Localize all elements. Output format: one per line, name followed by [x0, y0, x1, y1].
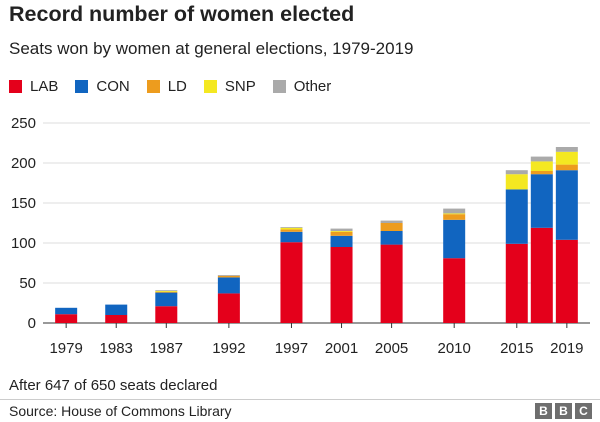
- bar-2010-snp: [443, 213, 466, 215]
- bar-1997-con: [280, 231, 303, 243]
- bar-2017-con: [530, 174, 553, 228]
- bar-2001-snp: [330, 231, 353, 232]
- legend-swatch-other: [272, 80, 286, 93]
- legend: LAB CON LD SNP Other: [9, 78, 348, 95]
- bar-2001-lab: [330, 247, 353, 323]
- x-tick-label-2015: 2015: [500, 340, 533, 357]
- legend-item-con: CON: [75, 78, 130, 95]
- source-line: Source: House of Commons Library: [9, 403, 232, 419]
- bar-1997-snp: [280, 227, 303, 230]
- legend-item-snp: SNP: [203, 78, 256, 95]
- bar-2017-ld: [530, 171, 553, 175]
- bar-2010-ld: [443, 214, 466, 220]
- bar-1997-ld: [280, 229, 303, 232]
- x-tick-label-1983: 1983: [100, 340, 133, 357]
- bar-1979-con: [55, 307, 78, 315]
- x-tick-label-2005: 2005: [375, 340, 408, 357]
- legend-label-con: CON: [96, 78, 130, 95]
- legend-swatch-lab: [9, 80, 22, 93]
- legend-label-lab: LAB: [30, 78, 59, 95]
- bar-2005-ld: [380, 223, 403, 231]
- bar-1992-lab: [217, 293, 240, 323]
- chart-title: Record number of women elected: [9, 2, 355, 26]
- y-tick-label-100: 100: [11, 235, 36, 252]
- logo-letter-b1: B: [535, 403, 552, 419]
- x-tick-label-2019: 2019: [550, 340, 583, 357]
- x-tick-label-1992: 1992: [212, 340, 245, 357]
- bar-1987-snp: [155, 291, 178, 292]
- logo-letter-b2: B: [555, 403, 572, 419]
- bar-2019-snp: [555, 151, 578, 165]
- x-tick-label-1979: 1979: [49, 340, 82, 357]
- bar-2001-ld: [330, 231, 353, 236]
- legend-swatch-ld: [146, 80, 160, 93]
- bar-1987-lab: [155, 306, 178, 323]
- bar-2010-other: [443, 208, 466, 214]
- y-tick-label-200: 200: [11, 155, 36, 172]
- bar-2015-snp: [505, 174, 528, 190]
- legend-swatch-snp: [203, 80, 217, 93]
- bar-1997-lab: [280, 242, 303, 323]
- x-tick-label-1997: 1997: [275, 340, 308, 357]
- footer-divider: [0, 399, 600, 400]
- bar-2015-other: [505, 170, 528, 175]
- x-tick-label-2010: 2010: [438, 340, 471, 357]
- legend-swatch-con: [75, 80, 89, 93]
- bar-1983-con: [105, 304, 128, 315]
- bar-1983-lab: [105, 315, 128, 323]
- legend-item-other: Other: [272, 78, 332, 95]
- y-tick-label-0: 0: [28, 315, 36, 332]
- bar-2017-snp: [530, 161, 553, 171]
- bar-2010-lab: [443, 258, 466, 323]
- bar-2019-ld: [555, 164, 578, 171]
- bar-2019-lab: [555, 239, 578, 323]
- bar-1992-con: [217, 277, 240, 294]
- footnote: After 647 of 650 seats declared: [9, 377, 218, 394]
- bar-2001-con: [330, 235, 353, 247]
- x-tick-label-1987: 1987: [150, 340, 183, 357]
- bar-1987-con: [155, 292, 178, 307]
- bar-2015-con: [505, 189, 528, 244]
- bar-1979-lab: [55, 314, 78, 323]
- bar-2010-con: [443, 219, 466, 259]
- bar-2017-lab: [530, 227, 553, 323]
- y-tick-label-150: 150: [11, 195, 36, 212]
- y-tick-label-50: 50: [19, 275, 36, 292]
- bbc-logo: B B C: [532, 403, 592, 419]
- logo-letter-c: C: [575, 403, 592, 419]
- bar-2019-con: [555, 170, 578, 240]
- bar-2005-con: [380, 231, 403, 245]
- bar-2001-other: [330, 228, 353, 231]
- bar-2005-lab: [380, 244, 403, 323]
- x-tick-label-2001: 2001: [325, 340, 358, 357]
- bar-2017-other: [530, 156, 553, 162]
- bar-2005-other: [380, 220, 403, 223]
- legend-label-snp: SNP: [224, 78, 256, 95]
- bar-1987-ld: [155, 291, 178, 293]
- legend-item-ld: LD: [146, 78, 187, 95]
- chart-subtitle: Seats won by women at general elections,…: [9, 39, 414, 58]
- legend-label-ld: LD: [167, 78, 187, 95]
- bar-1992-ld: [217, 275, 240, 278]
- bar-2019-other: [555, 147, 578, 152]
- legend-item-lab: LAB: [9, 78, 58, 95]
- bar-1987-other: [155, 290, 178, 291]
- y-tick-label-250: 250: [11, 115, 36, 132]
- bar-1997-other: [280, 227, 303, 228]
- legend-label-other: Other: [293, 78, 332, 95]
- bar-1992-other: [217, 275, 240, 276]
- bar-2015-lab: [505, 243, 528, 323]
